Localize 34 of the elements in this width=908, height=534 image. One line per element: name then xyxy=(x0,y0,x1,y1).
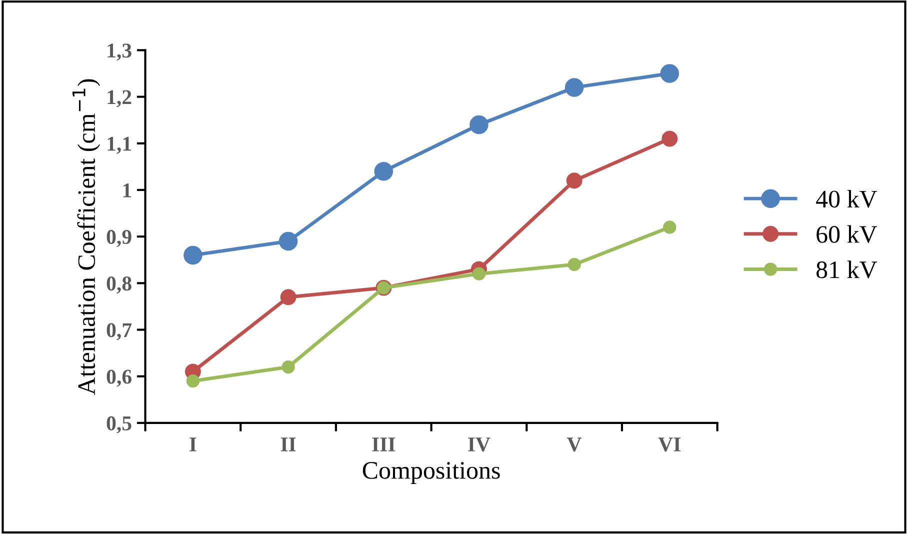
point xyxy=(184,246,202,265)
point xyxy=(472,267,486,280)
legend-label: 60 kV xyxy=(816,225,878,244)
point xyxy=(282,360,295,374)
y-tick-label: 0,6 xyxy=(106,370,132,387)
y-tick-label: 0,8 xyxy=(106,276,132,294)
x-tick-label: V xyxy=(567,438,582,452)
point xyxy=(663,220,676,234)
legend-label: 40 kV xyxy=(816,190,878,208)
x-tick-label: IV xyxy=(468,438,490,452)
x-tick-label: III xyxy=(372,438,396,452)
point xyxy=(278,232,298,251)
point xyxy=(662,130,678,147)
y-tick-label: 1 xyxy=(123,183,132,198)
x-tick-label: VI xyxy=(658,438,681,452)
point xyxy=(660,64,680,83)
y-tick-label: 0,9 xyxy=(106,230,132,248)
y-tick-label: 1,2 xyxy=(108,90,132,108)
point xyxy=(280,289,296,306)
y-tick-label: 0,5 xyxy=(106,416,132,434)
y-tick-label: 0,7 xyxy=(106,323,132,340)
legend-label: 81 kV xyxy=(816,260,878,278)
point xyxy=(470,115,488,134)
point xyxy=(564,78,584,97)
point xyxy=(374,162,394,181)
x-tick-label: II xyxy=(280,438,296,452)
y-tick-label: 1,3 xyxy=(108,44,132,61)
point xyxy=(568,258,581,272)
x-tick-label: I xyxy=(190,438,196,452)
y-axis-title: Attenuation Coefficient (cm$^{−1}$) xyxy=(72,79,100,395)
point xyxy=(566,172,582,189)
y-tick-label: 1,1 xyxy=(108,136,132,154)
x-axis-title: Compositions xyxy=(362,462,500,484)
point xyxy=(186,374,200,388)
